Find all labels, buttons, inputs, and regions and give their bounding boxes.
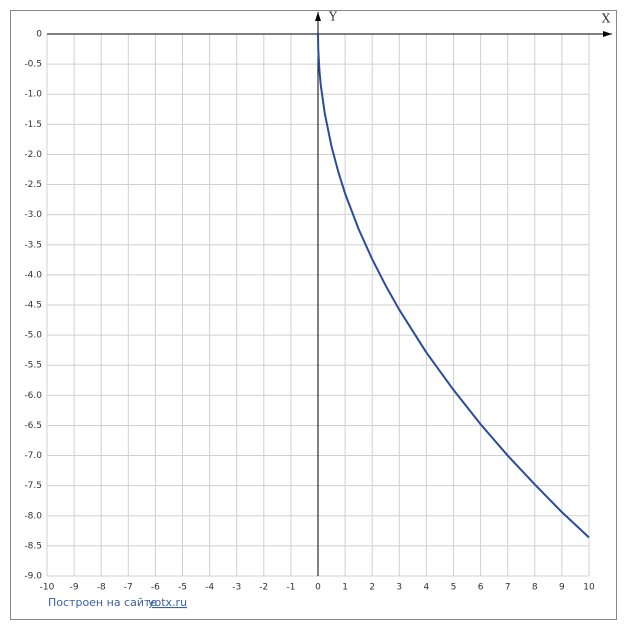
x-tick-label: -2 — [259, 583, 268, 593]
y-tick-label: -4.5 — [24, 301, 42, 311]
x-tick-label: 8 — [532, 583, 538, 593]
x-tick-label: 1 — [342, 583, 348, 593]
curve — [317, 33, 590, 539]
x-tick-label: 4 — [424, 583, 430, 593]
x-tick-label: 5 — [451, 583, 457, 593]
y-tick-label: -2.0 — [24, 150, 42, 160]
x-tick-label: 9 — [559, 583, 565, 593]
x-tick-label: 6 — [478, 583, 484, 593]
y-axis-arrow — [315, 12, 321, 21]
y-tick-label: -8.5 — [24, 541, 42, 551]
x-tick-label: -10 — [40, 583, 55, 593]
x-tick-label: 2 — [369, 583, 375, 593]
y-tick-label: -7.0 — [24, 451, 42, 461]
y-tick-label: -6.5 — [24, 421, 42, 431]
y-tick-label: -9.0 — [24, 572, 42, 582]
y-tick-label: -2.5 — [24, 180, 42, 190]
y-tick-label: -1.0 — [24, 90, 42, 100]
y-tick-label: -1.5 — [24, 120, 42, 130]
y-tick-label: -4.0 — [24, 270, 42, 280]
y-tick-label: -5.5 — [24, 361, 42, 371]
credit-link[interactable]: yotx.ru — [148, 596, 187, 609]
y-tick-label: -3.0 — [24, 210, 42, 220]
x-tick-label: -4 — [205, 583, 214, 593]
y-tick-label: -6.0 — [24, 391, 42, 401]
frame — [10, 10, 617, 620]
x-tick-label: -8 — [97, 583, 106, 593]
y-tick-label: -5.0 — [24, 331, 42, 341]
y-tick-label: -3.5 — [24, 240, 42, 250]
x-tick-label: -5 — [178, 583, 187, 593]
x-tick-label: 10 — [583, 583, 595, 593]
y-tick-label: -0.5 — [24, 60, 42, 70]
x-axis-label: X — [602, 12, 611, 26]
y-tick-label: -8.0 — [24, 511, 42, 521]
y-axis-label: Y — [328, 10, 338, 24]
x-tick-label: 7 — [505, 583, 511, 593]
x-tick-label: 0 — [315, 583, 321, 593]
x-tick-label: -1 — [286, 583, 295, 593]
y-tick-label: 0 — [36, 30, 42, 40]
x-tick-label: -7 — [124, 583, 133, 593]
x-tick-label: -9 — [70, 583, 79, 593]
x-axis-arrow — [603, 31, 612, 37]
x-tick-label: 3 — [396, 583, 402, 593]
y-tick-label: -7.5 — [24, 481, 42, 491]
x-tick-label: -3 — [232, 583, 241, 593]
x-tick-label: -6 — [151, 583, 160, 593]
credit: Построен на сайте — [48, 596, 157, 609]
